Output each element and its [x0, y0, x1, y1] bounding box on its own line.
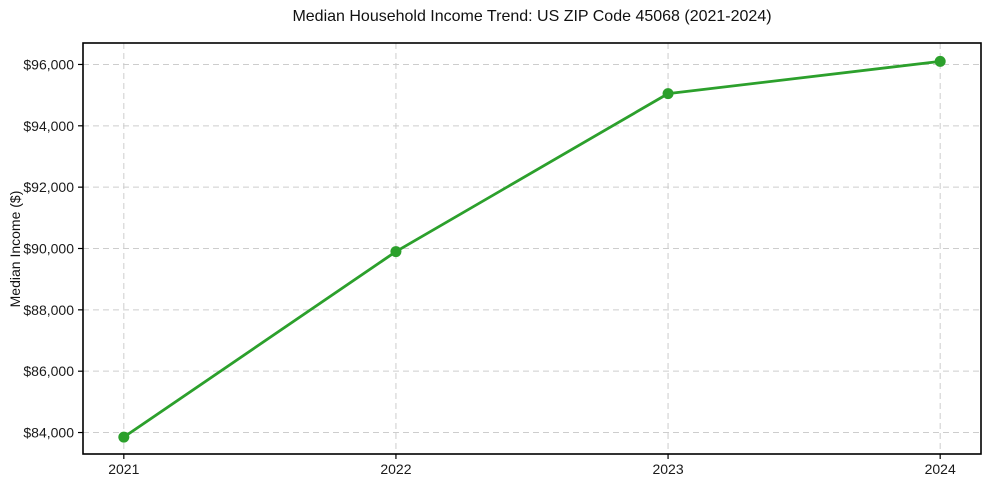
y-tick-label: $94,000	[23, 118, 74, 134]
y-tick-label: $84,000	[23, 425, 74, 441]
y-tick-label: $90,000	[23, 241, 74, 257]
x-tick-label: 2022	[380, 461, 411, 477]
y-axis-label: Median Income ($)	[7, 190, 23, 308]
x-tick-label: 2021	[108, 461, 139, 477]
x-tick-label: 2023	[652, 461, 683, 477]
y-tick-label: $88,000	[23, 302, 74, 318]
data-point	[390, 246, 402, 258]
chart-title: Median Household Income Trend: US ZIP Co…	[292, 8, 772, 25]
y-tick-label: $96,000	[23, 56, 74, 72]
x-tick-label: 2024	[925, 461, 956, 477]
data-point	[662, 88, 674, 100]
data-line	[122, 60, 942, 439]
data-point	[118, 431, 130, 443]
y-tick-label: $86,000	[23, 363, 74, 379]
y-tick-label: $92,000	[23, 179, 74, 195]
data-point	[934, 55, 946, 67]
